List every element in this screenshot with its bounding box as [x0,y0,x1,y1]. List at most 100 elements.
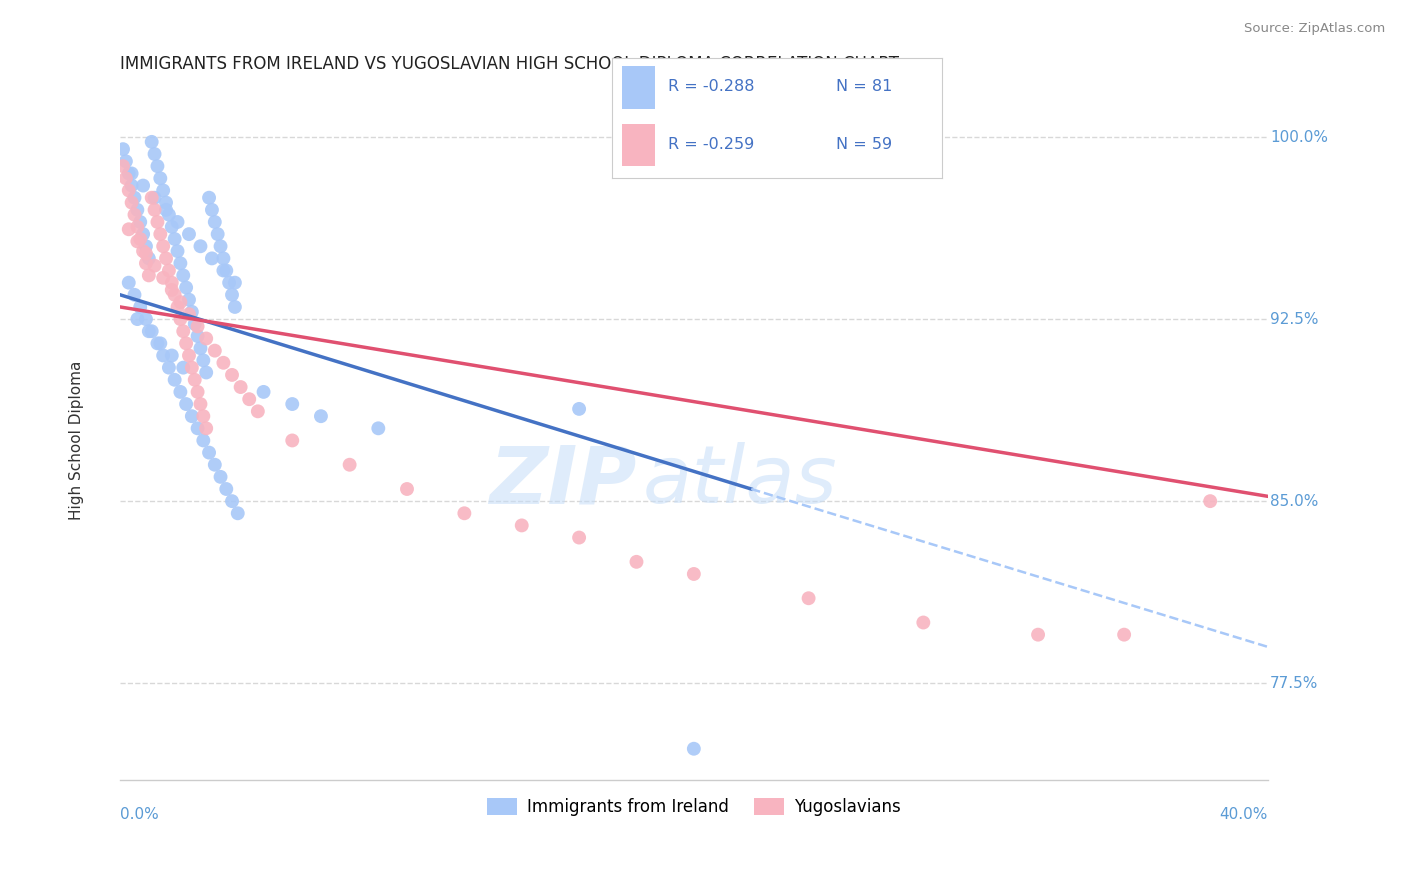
Bar [621,124,655,166]
Point [309,409,332,424]
Text: N = 59: N = 59 [837,137,893,153]
Point [201,252,224,266]
Point [127,219,149,234]
Text: 85.0%: 85.0% [1270,493,1319,508]
Point [135,246,157,260]
Point [163,232,186,246]
Point [149,227,172,241]
Point [146,215,169,229]
Point [174,336,197,351]
Point [209,239,232,253]
Point [118,222,141,236]
Point [121,178,143,193]
Point [146,336,169,351]
Point [281,434,304,448]
Point [141,324,163,338]
Point [209,470,232,484]
Point [129,232,152,246]
Point [143,259,166,273]
Point [121,166,143,180]
Point [143,147,166,161]
Text: R = -0.288: R = -0.288 [668,79,754,95]
Point [160,283,183,297]
Point [180,305,202,319]
Point [204,343,226,358]
Point [132,178,155,193]
Point [177,293,200,307]
Point [127,235,149,249]
Point [190,341,212,355]
Point [124,191,146,205]
Point [212,356,235,370]
Point [174,397,197,411]
Point [124,208,146,222]
Point [224,300,246,314]
Point [281,397,304,411]
Point [568,531,591,545]
Point [682,741,704,756]
Point [224,276,246,290]
Text: 77.5%: 77.5% [1270,676,1319,690]
Text: Source: ZipAtlas.com: Source: ZipAtlas.com [1244,22,1385,36]
Point [138,252,160,266]
Point [149,171,172,186]
Point [215,482,238,496]
Point [169,295,191,310]
Point [166,300,188,314]
Point [195,331,218,345]
Point [221,494,243,508]
Point [138,268,160,283]
Point [180,409,202,424]
Point [169,256,191,270]
Point [141,191,163,205]
Point [198,191,221,205]
Point [229,380,252,394]
Point [146,159,169,173]
Point [155,195,177,210]
Point [1026,627,1049,641]
Point [118,166,141,180]
Point [246,404,269,418]
Point [215,263,238,277]
Point [169,312,191,326]
Point [115,154,138,169]
Point [143,202,166,217]
Point [187,319,209,334]
Text: 40.0%: 40.0% [1219,807,1268,822]
Text: High School Diploma: High School Diploma [69,360,84,520]
Point [163,373,186,387]
Point [221,288,243,302]
Point [395,482,418,496]
Point [115,171,138,186]
Point [193,353,215,368]
Point [177,349,200,363]
Point [132,227,155,241]
Point [201,202,224,217]
Point [204,458,226,472]
Point [166,244,188,259]
Point [111,142,134,156]
Point [111,159,134,173]
Point [453,506,475,520]
Text: IMMIGRANTS FROM IRELAND VS YUGOSLAVIAN HIGH SCHOOL DIPLOMA CORRELATION CHART: IMMIGRANTS FROM IRELAND VS YUGOSLAVIAN H… [120,55,900,73]
Point [160,219,183,234]
Point [221,368,243,382]
Point [152,270,174,285]
Point [169,384,191,399]
Text: atlas: atlas [643,442,837,520]
Bar [621,66,655,109]
Point [141,135,163,149]
Point [157,263,180,277]
Point [226,506,249,520]
Point [160,349,183,363]
Point [124,288,146,302]
Point [174,280,197,294]
Point [157,208,180,222]
Point [207,227,229,241]
Point [568,401,591,416]
Point [129,300,152,314]
Text: 100.0%: 100.0% [1270,129,1327,145]
Point [193,409,215,424]
Point [149,336,172,351]
Point [183,317,205,331]
